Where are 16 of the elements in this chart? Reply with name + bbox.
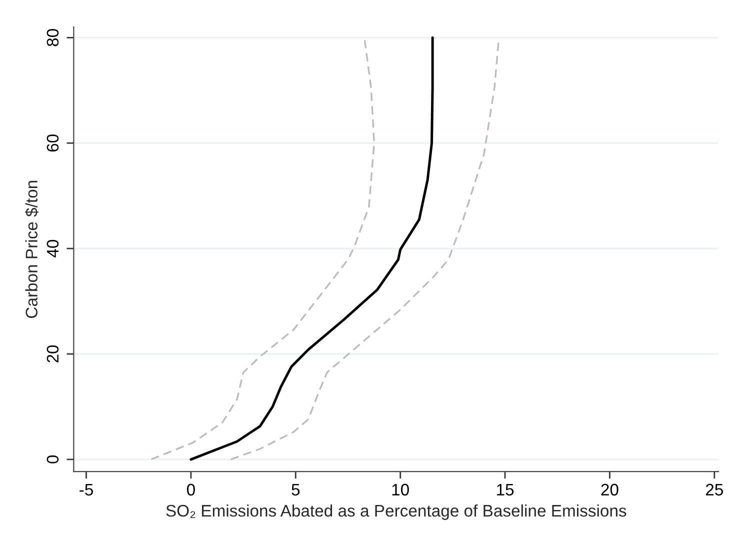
y-tick-label: 20 <box>46 345 59 362</box>
x-tick-label: 20 <box>601 484 618 496</box>
line-series <box>190 36 434 461</box>
y-tick-label: 60 <box>46 134 59 152</box>
x-tick-label: 25 <box>706 484 723 496</box>
y-axis-title: Carbon Price $/ton <box>25 180 38 318</box>
y-tick-label: 0 <box>46 455 59 464</box>
x-tick-label: 0 <box>186 484 195 496</box>
x-tick-label: -5 <box>80 484 93 496</box>
x-tick-label: 5 <box>292 484 300 496</box>
x-tick-label: 15 <box>497 484 514 496</box>
x-axis-title: SO₂ Emissions Abated as a Percentage of Baseline Emissions <box>166 504 626 520</box>
x-tick-label: 10 <box>392 484 409 496</box>
line-series <box>150 39 375 460</box>
y-tick-label: 80 <box>46 29 59 46</box>
y-tick-label: 40 <box>46 240 59 258</box>
